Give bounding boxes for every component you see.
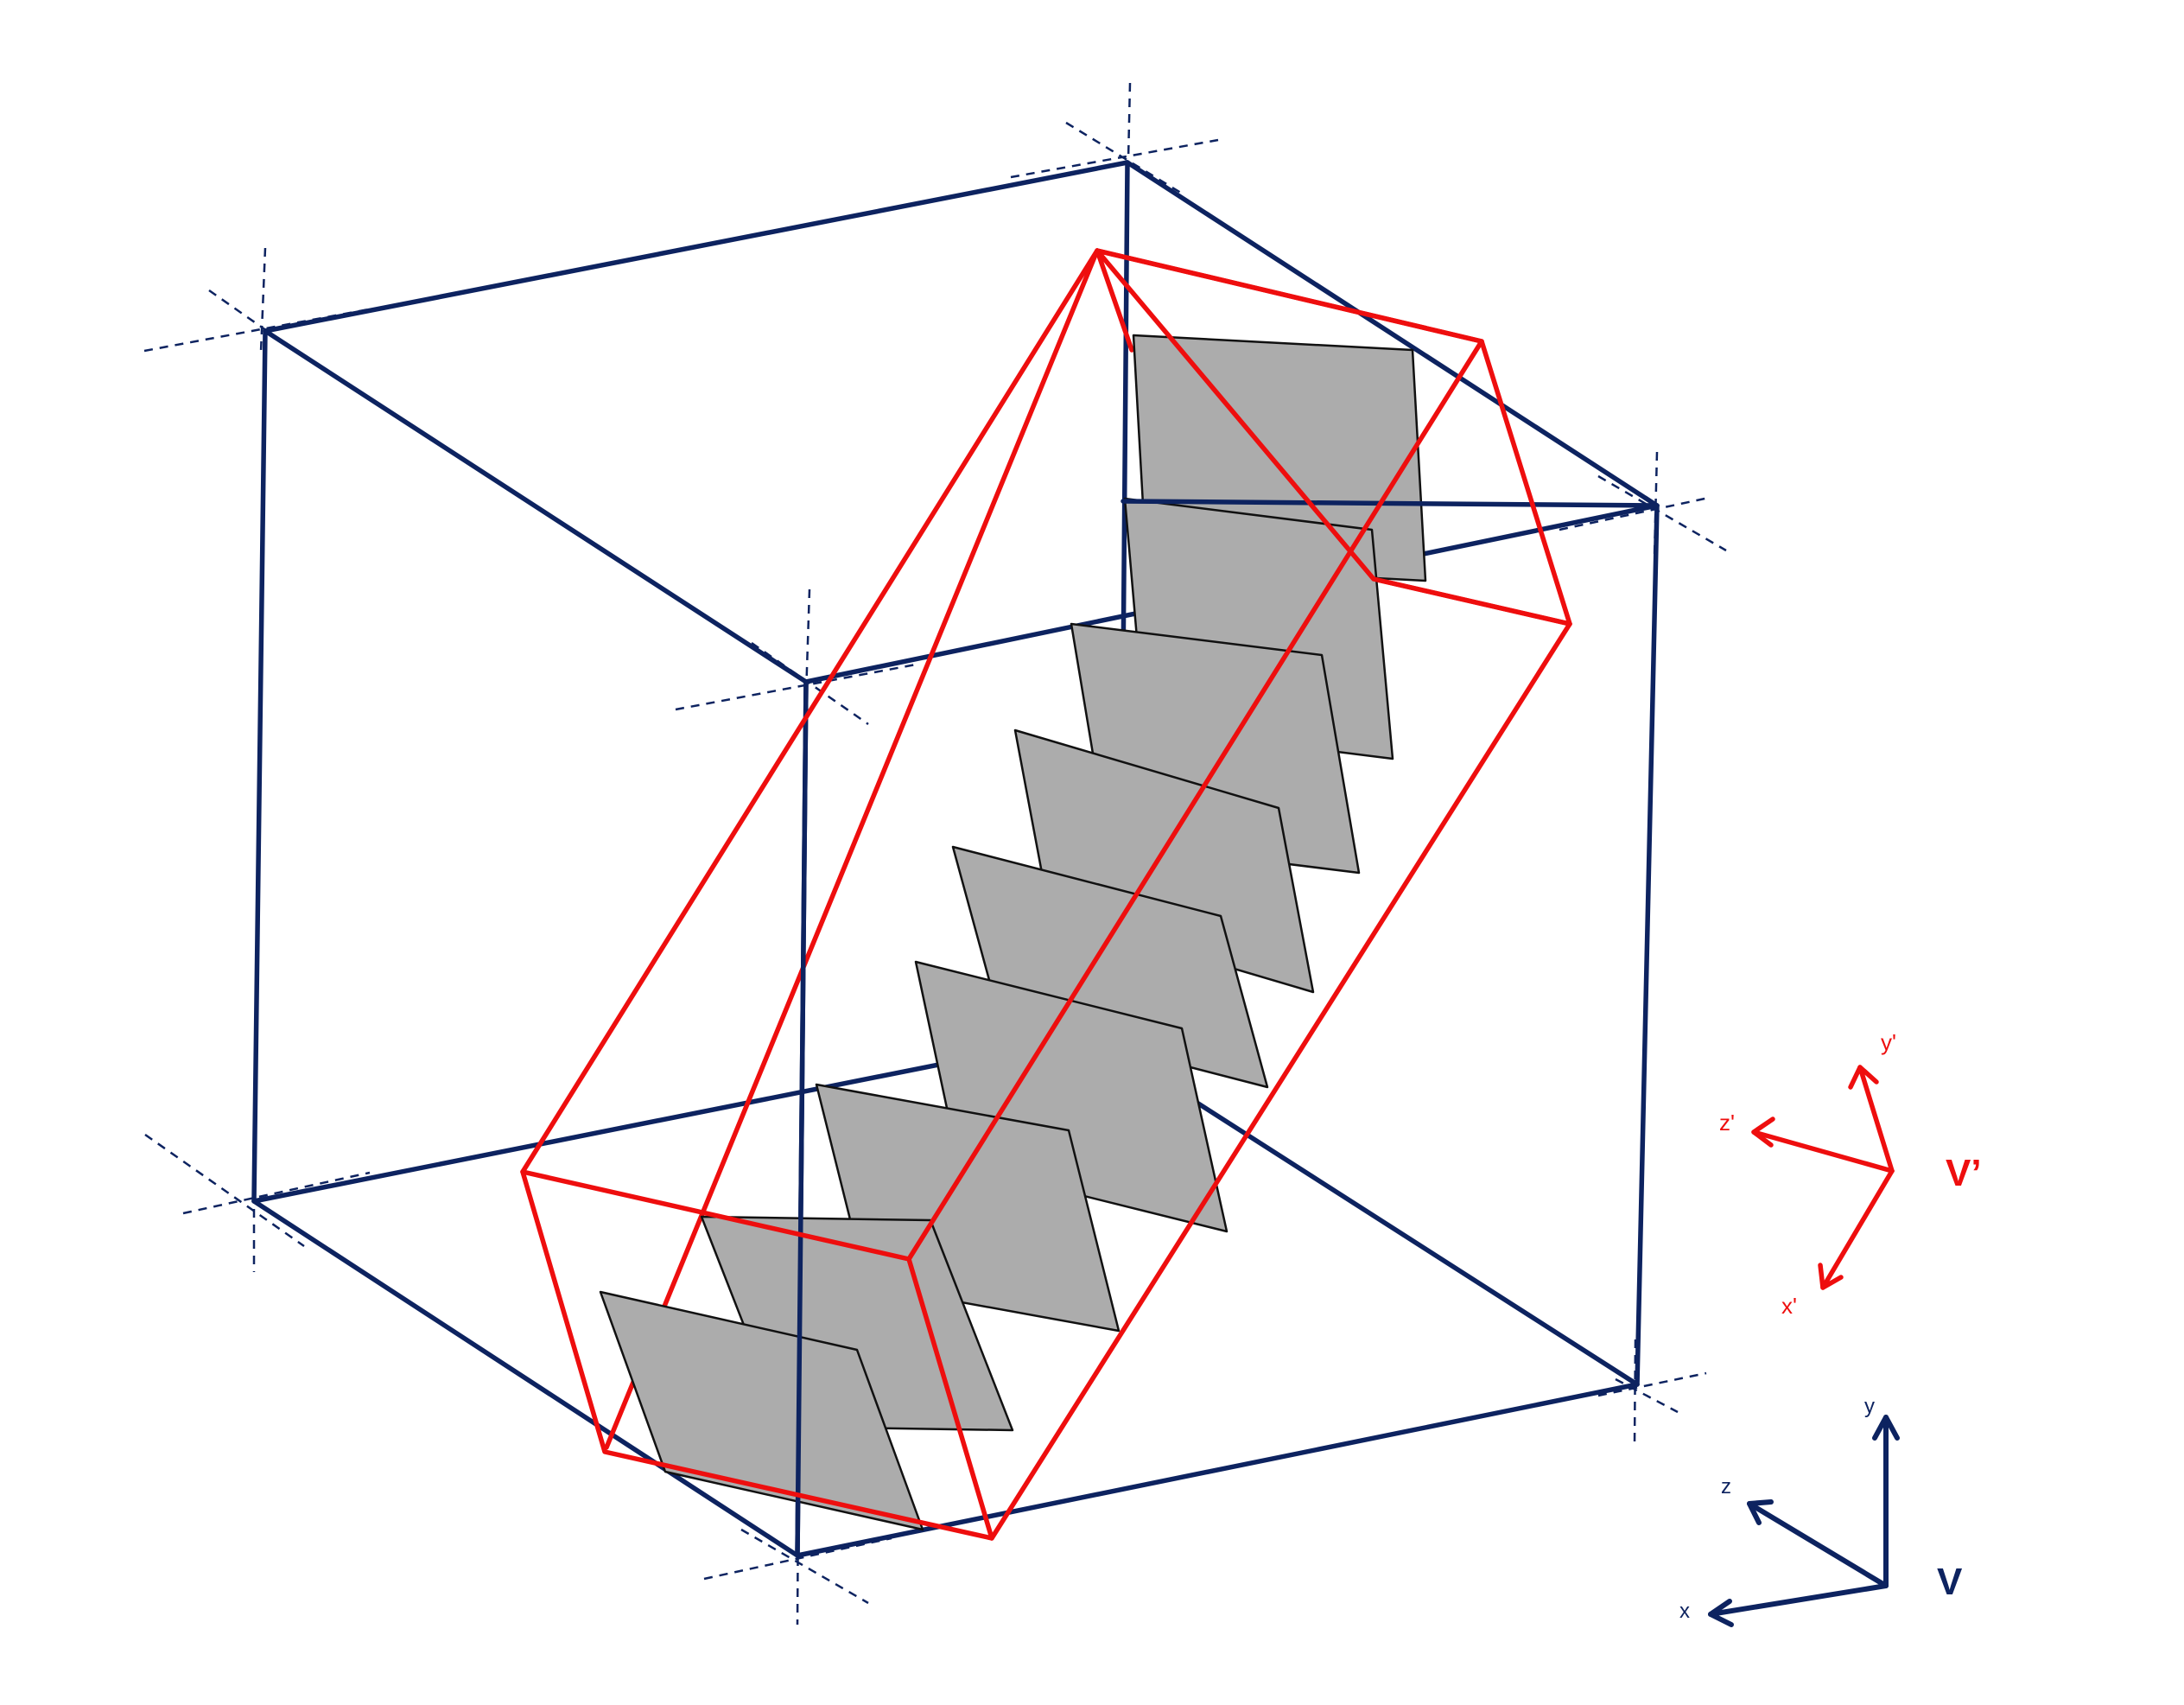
z-prime-label: z' [1719, 1110, 1735, 1136]
z-axis [1749, 1504, 1886, 1586]
z-label: z [1721, 1475, 1731, 1498]
crosshair-center [676, 589, 916, 724]
x-label: x [1679, 1600, 1690, 1623]
y-label: y [1864, 1395, 1875, 1418]
x-prime-axis [1823, 1171, 1892, 1288]
axes-v [1711, 1417, 1897, 1625]
cube-edge [265, 331, 806, 682]
cube-edge [254, 331, 265, 1201]
v-frame-label: V [1937, 1561, 1963, 1603]
z-prime-axis [1754, 1132, 1892, 1171]
z-prime-arrowhead [1754, 1119, 1773, 1145]
v-prime-frame-label: V’ [1946, 1152, 1982, 1194]
cube-edge [1637, 506, 1657, 1384]
x-prime-label: x' [1781, 1293, 1797, 1319]
crosshair-bottom-right [1598, 1339, 1706, 1446]
axes-v-prime [1754, 1067, 1892, 1288]
crosshair-top-left [144, 248, 373, 363]
slice-stack [600, 335, 1425, 1530]
y-prime-label: y' [1881, 1029, 1896, 1055]
cube-edge [1123, 162, 1127, 674]
cube-edge [265, 162, 1127, 331]
x-axis [1711, 1586, 1886, 1614]
